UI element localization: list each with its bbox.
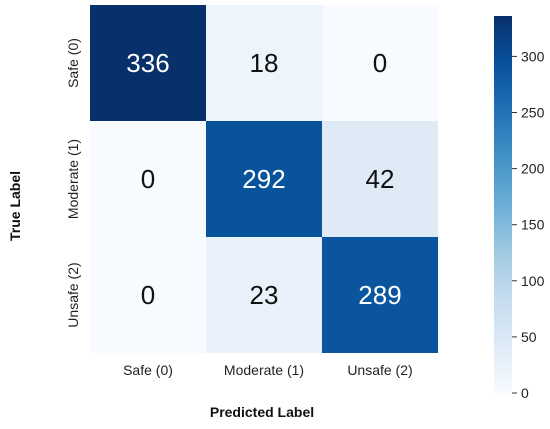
heatmap-cell: [90, 5, 206, 121]
cell-value-label: 0: [373, 48, 387, 78]
cell-value-label: 289: [358, 280, 401, 310]
colorbar-tick-label: 100: [521, 273, 545, 289]
heatmap-cell: [322, 237, 438, 353]
colorbar-tick-label: 250: [521, 104, 545, 120]
cell-value-label: 336: [126, 48, 169, 78]
cell-value-label: 292: [242, 164, 285, 194]
colorbar: [494, 16, 512, 393]
colorbar-tick-label: 300: [521, 48, 545, 64]
x-axis-title: Predicted Label: [210, 404, 314, 420]
cell-value-label: 18: [250, 48, 279, 78]
y-tick-label: Moderate (1): [65, 139, 81, 219]
heatmap-cell: [206, 237, 322, 353]
cell-value-label: 23: [250, 280, 279, 310]
cell-value-label: 42: [366, 164, 395, 194]
cell-value-label: 0: [141, 280, 155, 310]
colorbar-ticks: 0 50 100 150 200 250 300: [512, 48, 545, 401]
colorbar-tick-label: 150: [521, 217, 545, 233]
heatmap-cells: [90, 5, 438, 353]
colorbar-tick-label: 0: [521, 385, 529, 401]
colorbar-tick-label: 50: [521, 329, 537, 345]
colorbar-tick-label: 200: [521, 161, 545, 177]
x-tick-label: Safe (0): [123, 362, 173, 378]
heatmap-cell: [90, 237, 206, 353]
heatmap-cell: [322, 5, 438, 121]
heatmap-cell: [322, 121, 438, 237]
y-axis-ticks: Safe (0) Moderate (1) Unsafe (2): [65, 38, 81, 328]
y-tick-label: Unsafe (2): [65, 262, 81, 327]
x-tick-label: Unsafe (2): [347, 362, 412, 378]
cell-value-label: 0: [141, 164, 155, 194]
heatmap-cell: [206, 121, 322, 237]
x-axis-ticks: Safe (0) Moderate (1) Unsafe (2): [123, 362, 413, 378]
y-tick-label: Safe (0): [65, 38, 81, 88]
y-axis-title: True Label: [7, 171, 23, 241]
heatmap-cell-labels: 336 18 0 0 292 42 0 23 289: [126, 48, 401, 310]
heatmap-cell: [206, 5, 322, 121]
x-tick-label: Moderate (1): [224, 362, 304, 378]
heatmap-cell: [90, 121, 206, 237]
